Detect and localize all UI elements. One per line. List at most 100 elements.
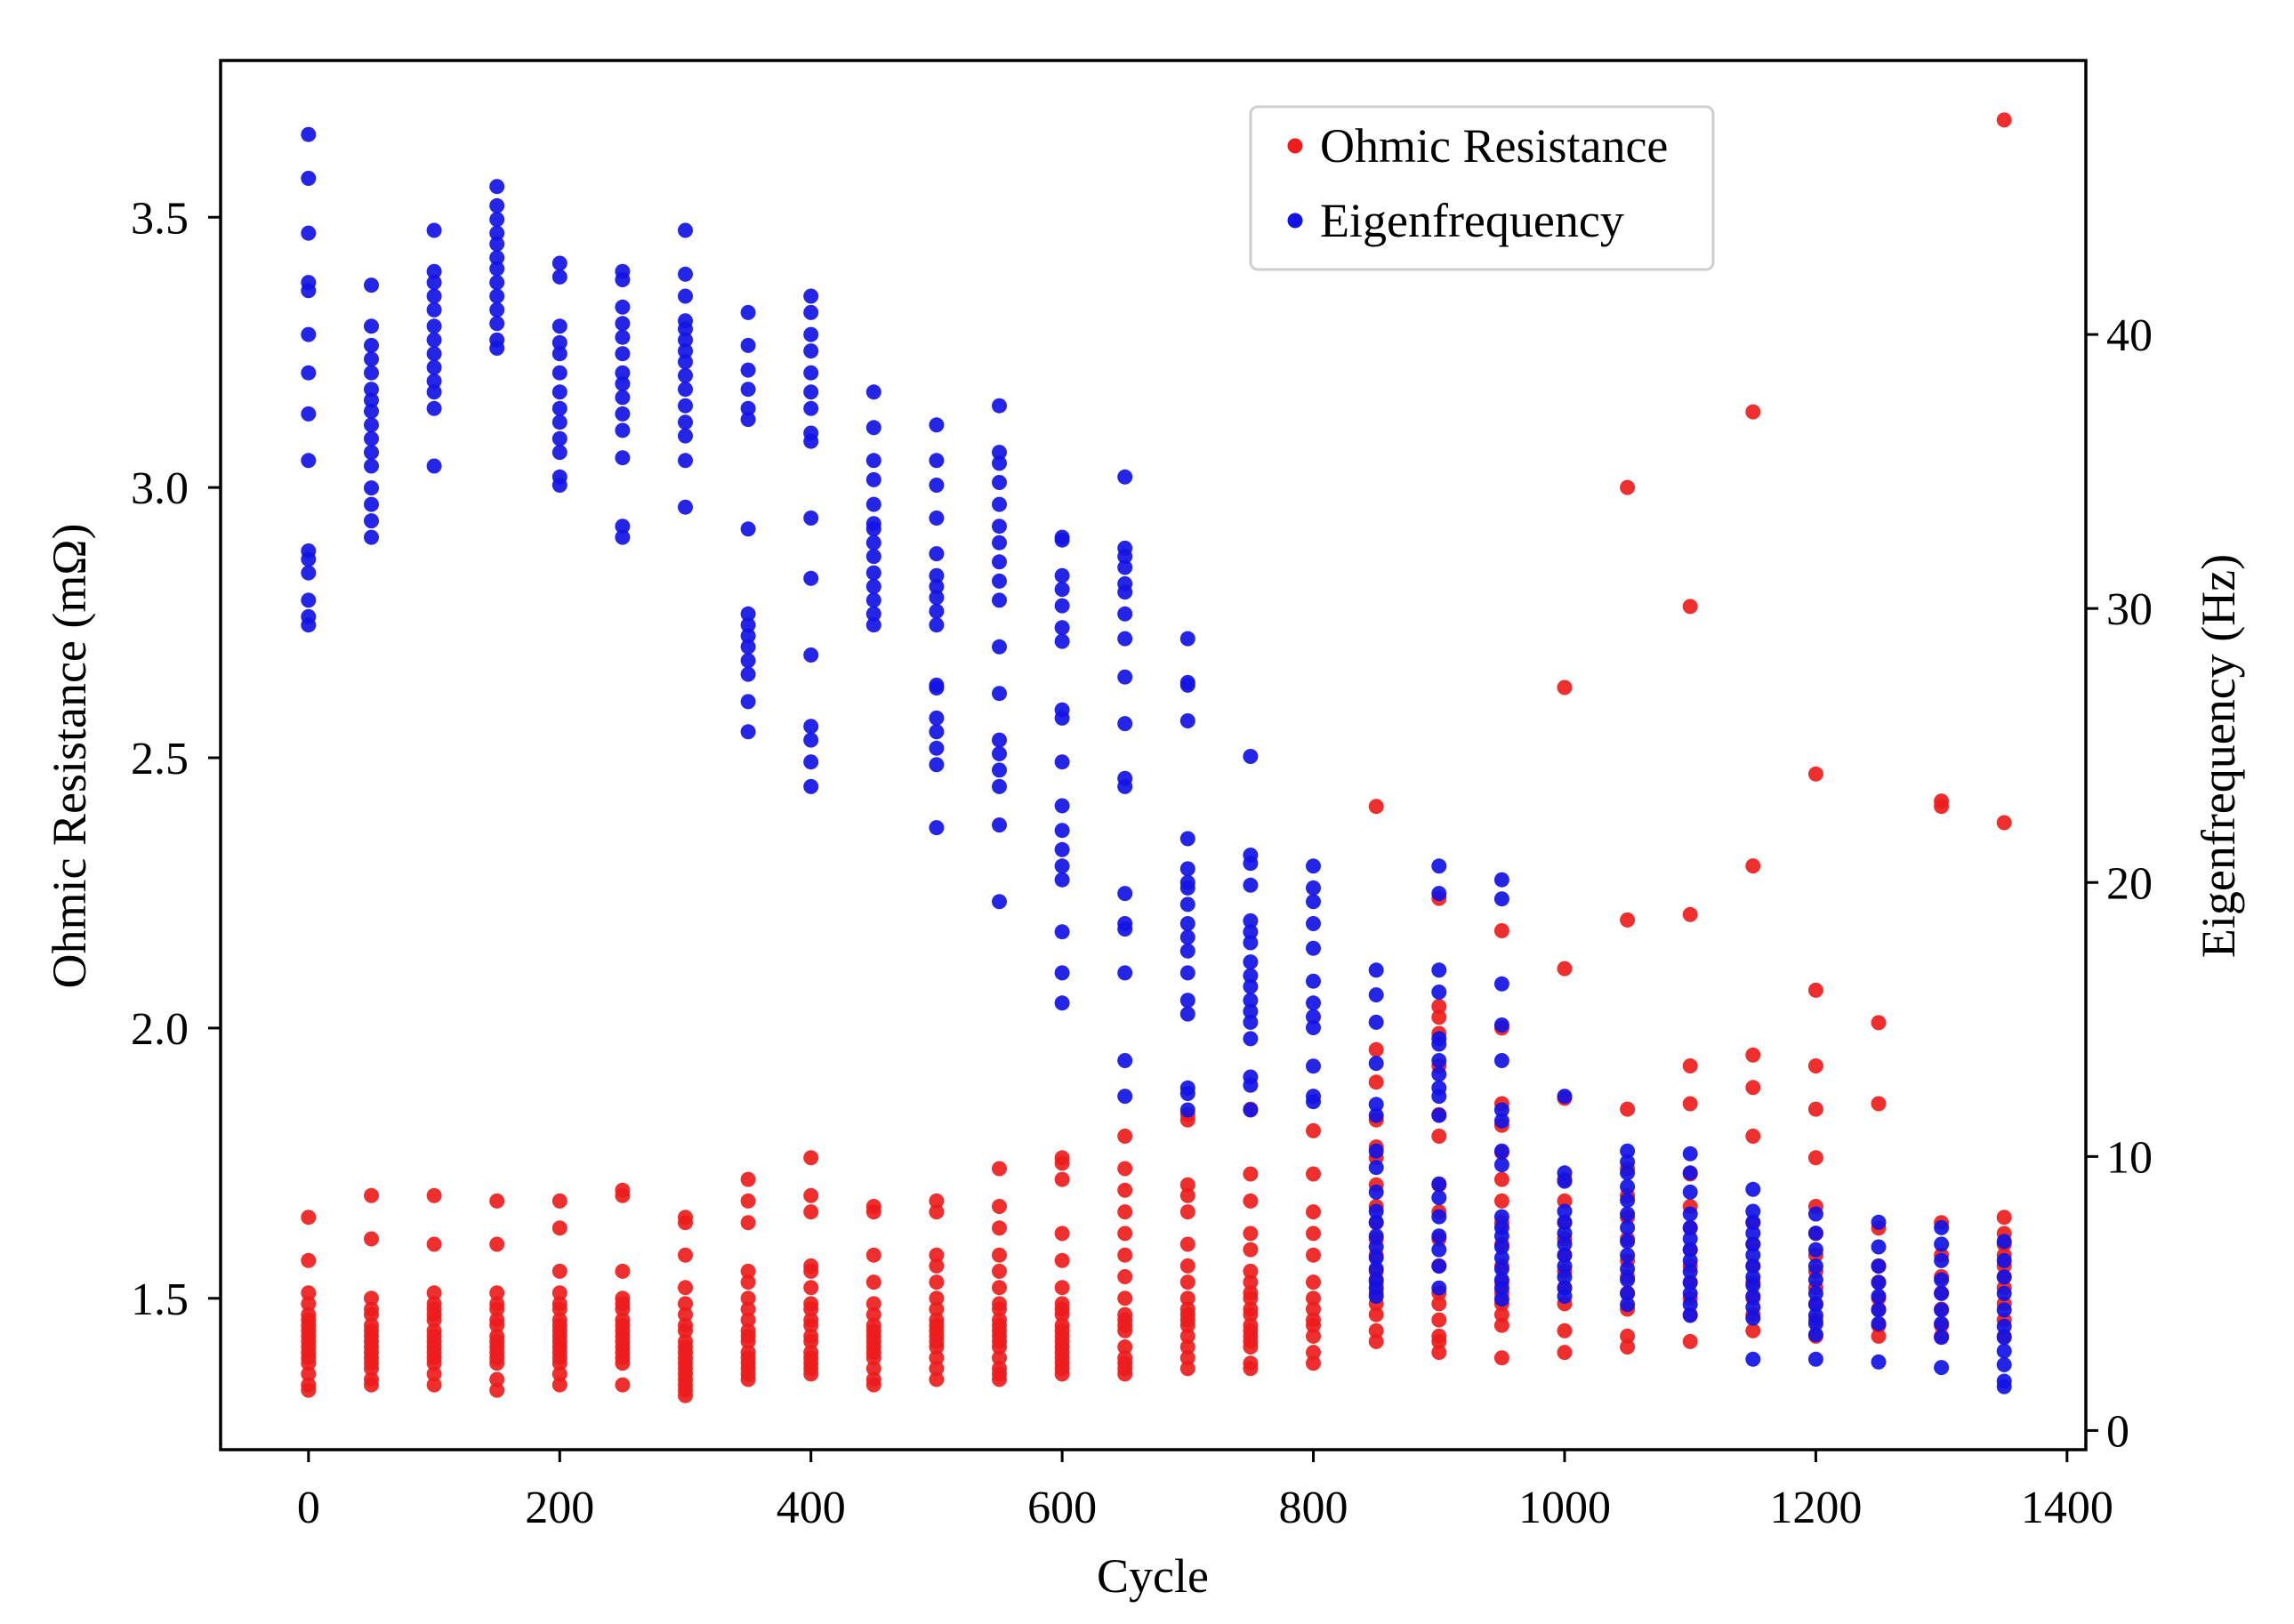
- point-eigenfrequency: [865, 592, 881, 608]
- point-eigenfrequency: [1620, 1285, 1636, 1301]
- point-eigenfrequency: [301, 453, 317, 469]
- point-ohmic-resistance: [301, 1366, 317, 1382]
- y-tick-label-right: 10: [2106, 1132, 2153, 1183]
- point-eigenfrequency: [1996, 1285, 2012, 1301]
- point-ohmic-resistance: [992, 1199, 1007, 1214]
- point-eigenfrequency: [865, 521, 881, 537]
- point-ohmic-resistance: [740, 1171, 756, 1187]
- point-eigenfrequency: [1745, 1236, 1761, 1252]
- point-eigenfrequency: [1682, 1165, 1698, 1181]
- point-ohmic-resistance: [615, 1301, 631, 1317]
- y-tick-label-left: 2.0: [131, 1004, 189, 1055]
- point-eigenfrequency: [301, 551, 317, 567]
- point-eigenfrequency: [678, 453, 693, 469]
- point-eigenfrequency: [301, 365, 317, 381]
- point-eigenfrequency: [929, 453, 945, 469]
- point-ohmic-resistance: [489, 1382, 505, 1398]
- point-eigenfrequency: [364, 496, 379, 512]
- point-eigenfrequency: [1934, 1330, 1950, 1346]
- y-tick-label-left: 3.5: [131, 193, 189, 244]
- point-ohmic-resistance: [364, 1231, 379, 1247]
- point-eigenfrequency: [1682, 1242, 1698, 1258]
- point-eigenfrequency: [865, 535, 881, 551]
- point-eigenfrequency: [1054, 872, 1070, 888]
- point-eigenfrequency: [1179, 993, 1195, 1009]
- point-ohmic-resistance: [1179, 1339, 1195, 1355]
- point-eigenfrequency: [1179, 896, 1195, 912]
- point-eigenfrequency: [426, 318, 442, 334]
- point-eigenfrequency: [551, 400, 567, 416]
- point-eigenfrequency: [1243, 749, 1259, 764]
- point-ohmic-resistance: [1368, 1323, 1384, 1339]
- point-eigenfrequency: [489, 236, 505, 252]
- point-eigenfrequency: [929, 757, 945, 773]
- point-eigenfrequency: [992, 519, 1007, 535]
- point-ohmic-resistance: [1431, 1345, 1447, 1361]
- point-eigenfrequency: [992, 639, 1007, 655]
- point-eigenfrequency: [1996, 1302, 2012, 1318]
- y-tick-label-right: 0: [2106, 1406, 2129, 1457]
- point-ohmic-resistance: [426, 1236, 442, 1252]
- point-eigenfrequency: [615, 376, 631, 391]
- point-eigenfrequency: [1117, 1053, 1133, 1068]
- point-eigenfrequency: [1871, 1354, 1887, 1370]
- point-eigenfrequency: [551, 334, 567, 350]
- point-eigenfrequency: [1179, 631, 1195, 647]
- point-eigenfrequency: [865, 420, 881, 436]
- point-eigenfrequency: [803, 343, 819, 359]
- point-ohmic-resistance: [1117, 1247, 1133, 1263]
- point-eigenfrequency: [1493, 1143, 1509, 1159]
- point-eigenfrequency: [803, 570, 819, 586]
- point-eigenfrequency: [1557, 1089, 1573, 1105]
- point-eigenfrequency: [678, 266, 693, 282]
- point-eigenfrequency: [1431, 985, 1447, 1000]
- point-eigenfrequency: [1117, 778, 1133, 794]
- point-eigenfrequency: [1934, 1219, 1950, 1235]
- point-ohmic-resistance: [1620, 1101, 1636, 1117]
- point-ohmic-resistance: [1306, 1345, 1321, 1361]
- point-ohmic-resistance: [1871, 1015, 1887, 1031]
- point-eigenfrequency: [929, 680, 945, 695]
- point-ohmic-resistance: [865, 1204, 881, 1220]
- point-ohmic-resistance: [1493, 1350, 1509, 1366]
- point-eigenfrequency: [1179, 965, 1195, 981]
- point-eigenfrequency: [1243, 935, 1259, 951]
- point-ohmic-resistance: [992, 1280, 1007, 1296]
- point-eigenfrequency: [1493, 976, 1509, 992]
- point-eigenfrequency: [1493, 1113, 1509, 1129]
- point-ohmic-resistance: [865, 1296, 881, 1312]
- y-tick-label-left: 2.5: [131, 734, 189, 784]
- point-ohmic-resistance: [1117, 1269, 1133, 1284]
- point-ohmic-resistance: [992, 1350, 1007, 1366]
- legend-label-eigenfrequency: Eigenfrequency: [1320, 194, 1624, 247]
- point-ohmic-resistance: [1745, 404, 1761, 420]
- point-eigenfrequency: [803, 384, 819, 400]
- point-ohmic-resistance: [551, 1355, 567, 1371]
- point-eigenfrequency: [1682, 1285, 1698, 1301]
- point-eigenfrequency: [1431, 1242, 1447, 1258]
- point-eigenfrequency: [1682, 1206, 1698, 1222]
- point-eigenfrequency: [1557, 1226, 1573, 1242]
- point-eigenfrequency: [1682, 1297, 1698, 1313]
- point-eigenfrequency: [865, 496, 881, 512]
- point-eigenfrequency: [1054, 823, 1070, 839]
- point-ohmic-resistance: [929, 1350, 945, 1366]
- point-ohmic-resistance: [1306, 1301, 1321, 1317]
- legend-box: [1249, 105, 1715, 271]
- point-eigenfrequency: [1431, 1209, 1447, 1225]
- point-eigenfrequency: [1620, 1143, 1636, 1159]
- point-eigenfrequency: [1243, 1102, 1259, 1118]
- point-eigenfrequency: [1493, 1053, 1509, 1068]
- point-eigenfrequency: [1306, 1020, 1321, 1035]
- point-eigenfrequency: [301, 171, 317, 186]
- point-eigenfrequency: [1179, 916, 1195, 931]
- point-eigenfrequency: [1996, 1252, 2012, 1268]
- point-eigenfrequency: [1054, 567, 1070, 583]
- point-ohmic-resistance: [1117, 1161, 1133, 1177]
- point-ohmic-resistance: [1306, 1122, 1321, 1138]
- point-eigenfrequency: [301, 565, 317, 581]
- point-eigenfrequency: [426, 332, 442, 348]
- point-eigenfrequency: [1431, 1066, 1447, 1082]
- point-eigenfrequency: [1054, 598, 1070, 614]
- point-ohmic-resistance: [678, 1247, 693, 1263]
